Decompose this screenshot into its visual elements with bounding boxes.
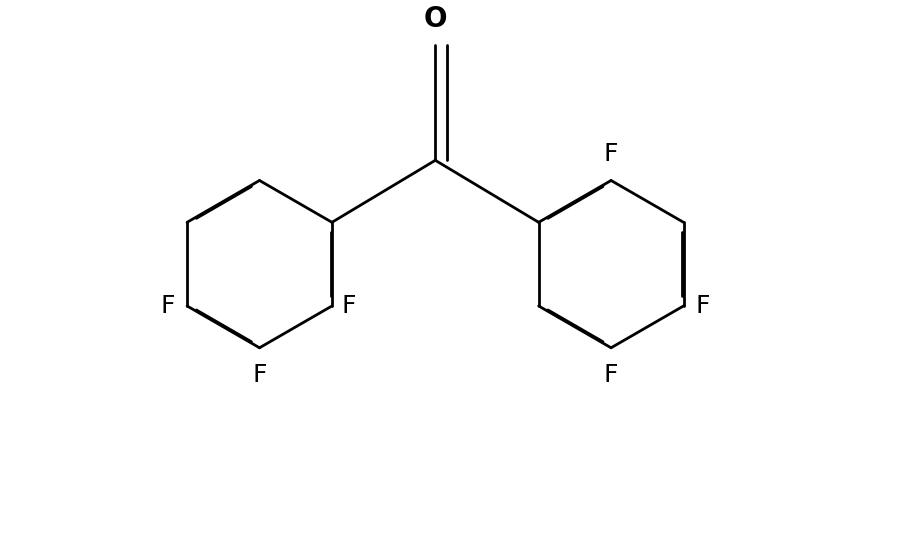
- Text: O: O: [423, 6, 447, 33]
- Text: F: F: [161, 294, 175, 318]
- Text: F: F: [604, 142, 618, 166]
- Text: F: F: [341, 294, 356, 318]
- Text: F: F: [696, 294, 710, 318]
- Text: F: F: [604, 363, 618, 386]
- Text: F: F: [252, 363, 267, 386]
